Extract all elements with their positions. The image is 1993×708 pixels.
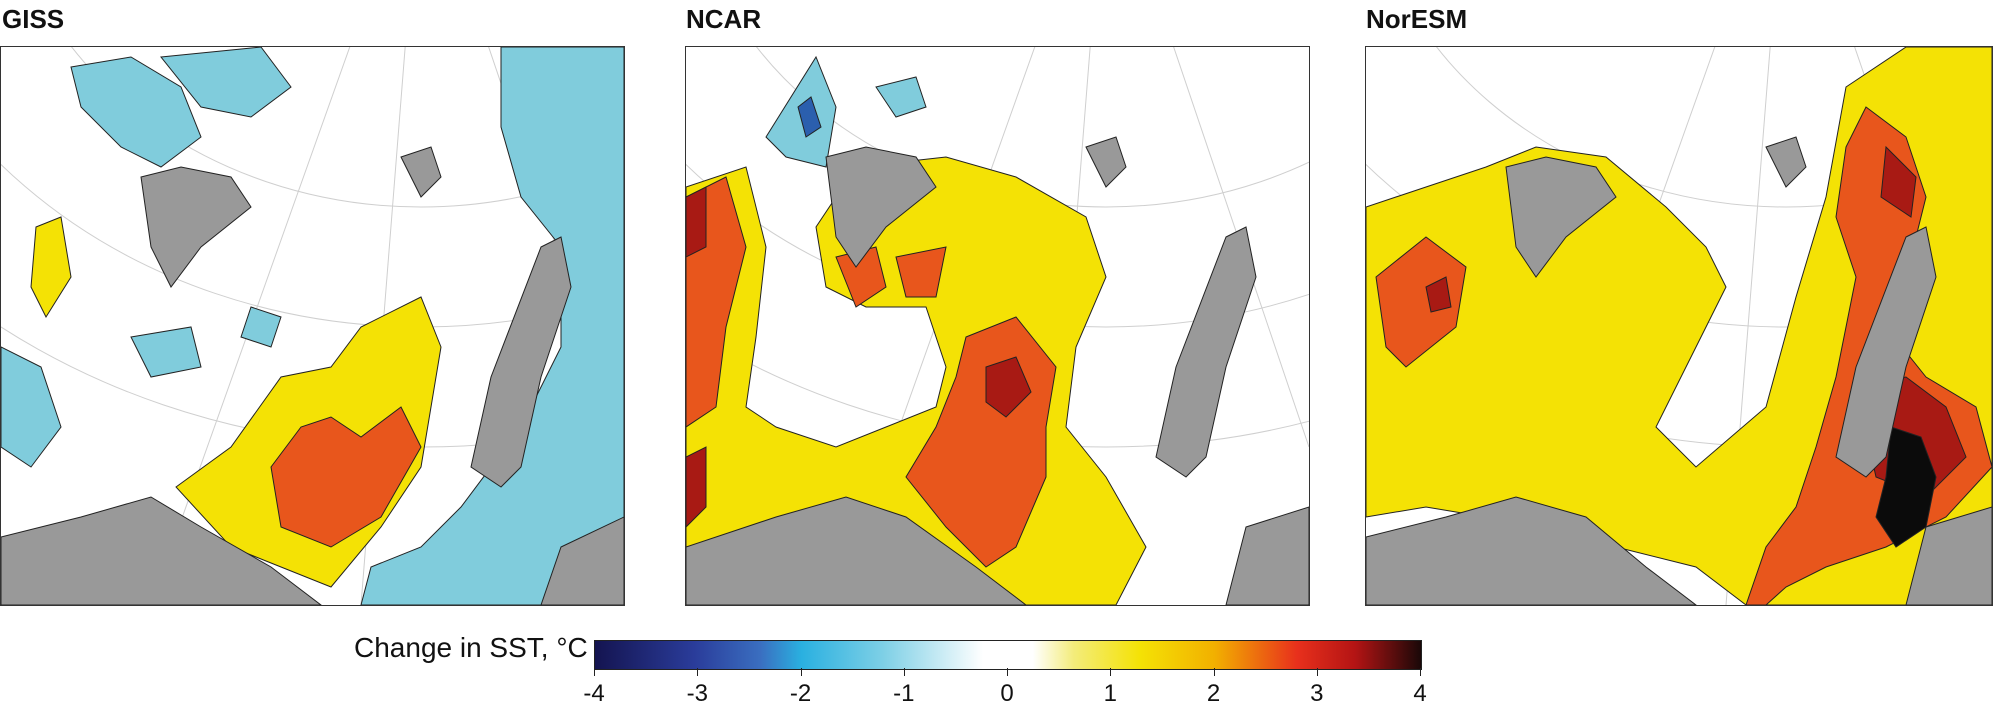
panel-title-noresm: NorESM <box>1366 4 1468 34</box>
warming-region-extreme <box>1875 426 1937 548</box>
panel-title-ncar: NCAR <box>686 4 762 34</box>
colorbar-tick-label: -1 <box>893 680 915 707</box>
warming-region-strong <box>270 406 422 548</box>
land <box>1366 136 1992 605</box>
panel-title-giss: GISS <box>2 4 65 34</box>
map-ncar-canvas <box>686 47 1309 605</box>
colorbar-tick <box>1007 668 1008 676</box>
map-noresm-canvas <box>1366 47 1992 605</box>
land <box>686 136 1309 605</box>
colorbar-tick <box>1420 668 1421 676</box>
colorbar-tick <box>1213 668 1215 676</box>
colorbar-gradient <box>594 640 1422 670</box>
colorbar-tick-label: 3 <box>1310 680 1324 707</box>
colorbar-tick-label: -2 <box>789 680 812 707</box>
colorbar-tick <box>1110 668 1112 676</box>
map-giss <box>0 46 625 606</box>
colorbar-tick <box>903 668 905 676</box>
colorbar-tick <box>594 668 595 676</box>
colorbar-tick-label: 1 <box>1103 680 1117 707</box>
colorbar-tick <box>1316 668 1318 676</box>
cooling-region <box>765 55 927 168</box>
warming-region-very-strong <box>686 186 1032 528</box>
cooling-region <box>1 47 624 605</box>
land <box>1 146 624 605</box>
cooling-region-strong <box>797 96 822 138</box>
colorbar-tick-label: 2 <box>1206 680 1221 707</box>
colorbar-tick-label: -3 <box>686 680 708 707</box>
map-giss-canvas <box>1 47 624 605</box>
map-noresm <box>1365 46 1993 606</box>
colorbar-tick-label: 0 <box>1000 680 1014 707</box>
colorbar-tick-label: -4 <box>583 680 605 707</box>
map-ncar <box>685 46 1310 606</box>
colorbar-tick <box>697 668 699 676</box>
colorbar-tick <box>800 668 802 676</box>
colorbar-tick-label: 4 <box>1413 680 1427 707</box>
colorbar-label: Change in SST, °C <box>354 632 588 663</box>
